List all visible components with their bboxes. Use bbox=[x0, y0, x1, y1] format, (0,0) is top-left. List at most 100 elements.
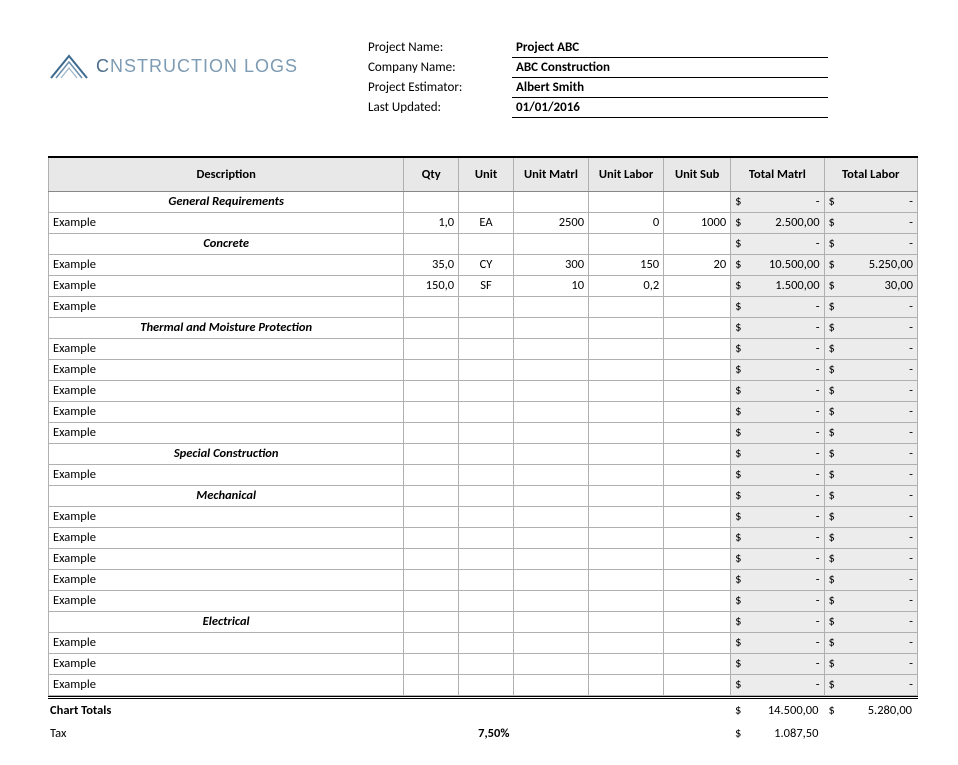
cell-us[interactable] bbox=[664, 506, 731, 527]
cell-us[interactable] bbox=[664, 380, 731, 401]
cell-ul[interactable] bbox=[589, 380, 664, 401]
cell-um[interactable] bbox=[513, 632, 588, 653]
cell-unit[interactable] bbox=[459, 569, 514, 590]
cell-ul[interactable] bbox=[589, 569, 664, 590]
cell-description[interactable]: Example bbox=[49, 338, 404, 359]
cell-unit[interactable] bbox=[459, 632, 514, 653]
meta-value-updated[interactable]: 01/01/2016 bbox=[512, 98, 828, 118]
cell-ul[interactable] bbox=[589, 338, 664, 359]
cell-qty[interactable]: 35,0 bbox=[404, 254, 459, 275]
cell-ul[interactable] bbox=[589, 464, 664, 485]
cell-ul[interactable] bbox=[589, 401, 664, 422]
cell-description[interactable]: Example bbox=[49, 212, 404, 233]
cell-qty[interactable] bbox=[404, 338, 459, 359]
cell-us[interactable] bbox=[664, 548, 731, 569]
cell-qty[interactable] bbox=[404, 674, 459, 695]
cell-description[interactable]: Example bbox=[49, 275, 404, 296]
cell-unit[interactable] bbox=[459, 401, 514, 422]
cell-ul[interactable] bbox=[589, 674, 664, 695]
cell-qty[interactable]: 150,0 bbox=[404, 275, 459, 296]
cell-unit[interactable] bbox=[459, 653, 514, 674]
cell-qty[interactable] bbox=[404, 401, 459, 422]
cell-us[interactable]: 1000 bbox=[664, 212, 731, 233]
cell-unit[interactable] bbox=[459, 338, 514, 359]
cell-ul[interactable] bbox=[589, 506, 664, 527]
cell-um[interactable] bbox=[513, 296, 588, 317]
cell-um[interactable] bbox=[513, 674, 588, 695]
cell-ul[interactable]: 150 bbox=[589, 254, 664, 275]
cell-qty[interactable] bbox=[404, 632, 459, 653]
cell-ul[interactable] bbox=[589, 422, 664, 443]
cell-um[interactable] bbox=[513, 401, 588, 422]
cell-qty[interactable] bbox=[404, 548, 459, 569]
meta-value-project[interactable]: Project ABC bbox=[512, 38, 828, 58]
cell-description[interactable]: Example bbox=[49, 506, 404, 527]
cell-um[interactable]: 300 bbox=[513, 254, 588, 275]
cell-description[interactable]: Example bbox=[49, 422, 404, 443]
cell-description[interactable]: Example bbox=[49, 401, 404, 422]
cell-ul[interactable] bbox=[589, 527, 664, 548]
cell-qty[interactable] bbox=[404, 380, 459, 401]
cell-unit[interactable] bbox=[459, 422, 514, 443]
cell-unit[interactable]: EA bbox=[459, 212, 514, 233]
cell-unit[interactable]: CY bbox=[459, 254, 514, 275]
cell-us[interactable] bbox=[664, 632, 731, 653]
cell-qty[interactable] bbox=[404, 422, 459, 443]
cell-us[interactable] bbox=[664, 653, 731, 674]
cell-qty[interactable] bbox=[404, 590, 459, 611]
cell-um[interactable] bbox=[513, 422, 588, 443]
cell-unit[interactable] bbox=[459, 527, 514, 548]
cell-um[interactable] bbox=[513, 506, 588, 527]
cell-us[interactable] bbox=[664, 590, 731, 611]
cell-qty[interactable] bbox=[404, 569, 459, 590]
cell-um[interactable] bbox=[513, 338, 588, 359]
cell-us[interactable] bbox=[664, 464, 731, 485]
cell-us[interactable] bbox=[664, 275, 731, 296]
cell-description[interactable]: Example bbox=[49, 590, 404, 611]
cell-us[interactable] bbox=[664, 296, 731, 317]
cell-description[interactable]: Example bbox=[49, 296, 404, 317]
cell-ul[interactable] bbox=[589, 590, 664, 611]
cell-qty[interactable] bbox=[404, 527, 459, 548]
cell-description[interactable]: Example bbox=[49, 632, 404, 653]
cell-um[interactable] bbox=[513, 653, 588, 674]
cell-unit[interactable] bbox=[459, 296, 514, 317]
cell-qty[interactable] bbox=[404, 359, 459, 380]
cell-description[interactable]: Example bbox=[49, 569, 404, 590]
cell-unit[interactable]: SF bbox=[459, 275, 514, 296]
cell-ul[interactable] bbox=[589, 296, 664, 317]
cell-unit[interactable] bbox=[459, 506, 514, 527]
cell-us[interactable] bbox=[664, 359, 731, 380]
cell-description[interactable]: Example bbox=[49, 254, 404, 275]
cell-us[interactable] bbox=[664, 527, 731, 548]
cell-ul[interactable] bbox=[589, 548, 664, 569]
cell-qty[interactable]: 1,0 bbox=[404, 212, 459, 233]
cell-description[interactable]: Example bbox=[49, 548, 404, 569]
cell-us[interactable] bbox=[664, 674, 731, 695]
cell-um[interactable] bbox=[513, 569, 588, 590]
cell-ul[interactable]: 0 bbox=[589, 212, 664, 233]
cell-us[interactable]: 20 bbox=[664, 254, 731, 275]
cell-um[interactable] bbox=[513, 548, 588, 569]
cell-us[interactable] bbox=[664, 569, 731, 590]
cell-qty[interactable] bbox=[404, 296, 459, 317]
cell-qty[interactable] bbox=[404, 653, 459, 674]
cell-description[interactable]: Example bbox=[49, 527, 404, 548]
cell-um[interactable]: 10 bbox=[513, 275, 588, 296]
cell-us[interactable] bbox=[664, 401, 731, 422]
cell-unit[interactable] bbox=[459, 359, 514, 380]
cell-ul[interactable] bbox=[589, 653, 664, 674]
cell-us[interactable] bbox=[664, 422, 731, 443]
cell-unit[interactable] bbox=[459, 464, 514, 485]
cell-ul[interactable] bbox=[589, 359, 664, 380]
cell-unit[interactable] bbox=[459, 380, 514, 401]
cell-us[interactable] bbox=[664, 338, 731, 359]
cell-um[interactable] bbox=[513, 380, 588, 401]
cell-ul[interactable] bbox=[589, 632, 664, 653]
cell-qty[interactable] bbox=[404, 506, 459, 527]
cell-um[interactable] bbox=[513, 527, 588, 548]
meta-value-company[interactable]: ABC Construction bbox=[512, 58, 828, 78]
cell-um[interactable]: 2500 bbox=[513, 212, 588, 233]
tax-rate[interactable]: 7,50% bbox=[404, 722, 514, 745]
cell-description[interactable]: Example bbox=[49, 464, 404, 485]
